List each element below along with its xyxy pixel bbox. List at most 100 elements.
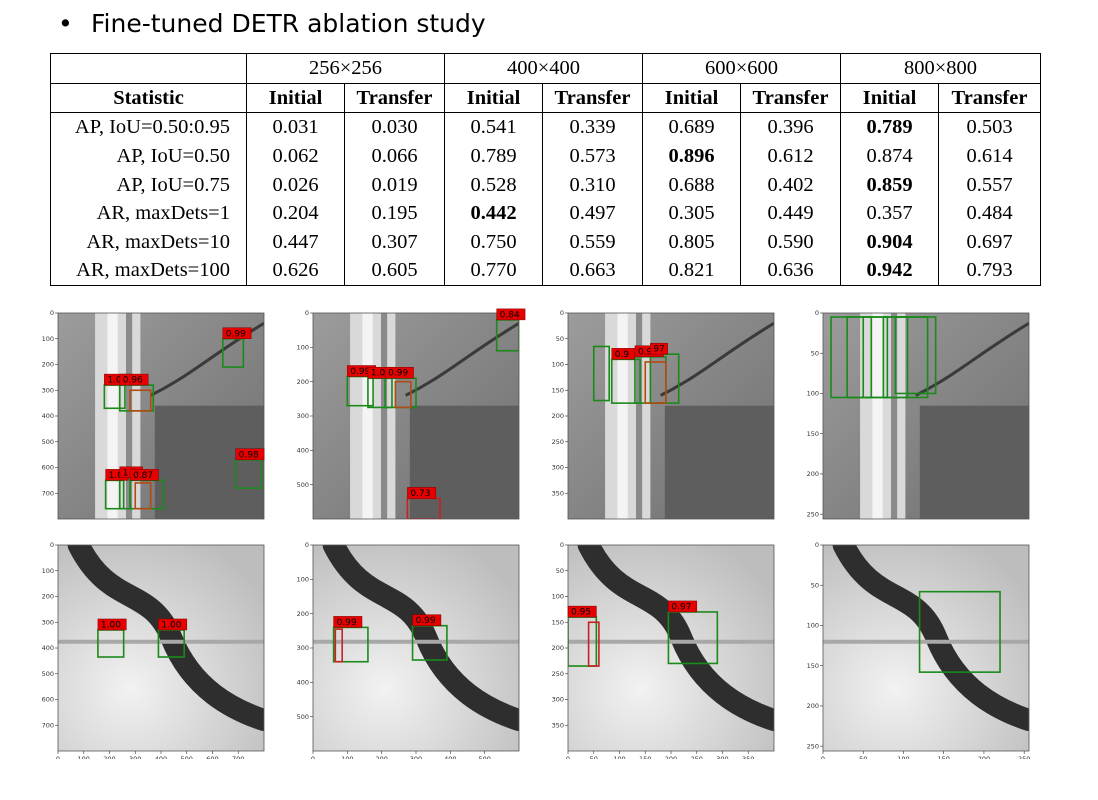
score-label: 0.99	[350, 367, 370, 377]
table-row: AP, IoU=0.50 0.062 0.066 0.789 0.573 0.896 0.6…	[50, 141, 1041, 171]
statistic-label: AP, IoU=0.50:0.95	[50, 112, 247, 142]
y-tick-label: 0	[815, 309, 819, 317]
x-tick-label: 200	[375, 755, 387, 759]
channel-line	[405, 322, 519, 397]
y-tick-label: 100	[297, 344, 309, 352]
x-tick-label: 200	[103, 755, 115, 759]
field-block	[919, 405, 1029, 519]
statistic-label: AP, IoU=0.50	[50, 141, 247, 171]
score-label-bg	[97, 618, 127, 631]
score-label: 1.00	[161, 620, 181, 630]
score-label-bg	[407, 487, 437, 499]
y-tick-label: 350	[552, 721, 564, 729]
table-body: AP, IoU=0.50:0.95 0.031 0.030 0.541 0.339 0.6…	[50, 112, 1041, 286]
column-header: Transfer	[938, 83, 1041, 114]
y-tick-label: 200	[552, 644, 564, 652]
metric-cell: 0.066	[344, 141, 445, 171]
y-tick-label: 400	[42, 644, 54, 652]
axes-frame	[822, 544, 1030, 752]
x-tick-label: 50	[859, 755, 867, 759]
y-tick-label: 100	[42, 567, 54, 575]
y-tick-label: 150	[807, 430, 819, 438]
metric-cell: 0.484	[938, 198, 1041, 228]
image-area	[568, 313, 774, 519]
score-label: 0.99	[388, 369, 408, 379]
metric-cell: 0.750	[444, 227, 543, 257]
detection-figure: 0 50 100 150 200 250	[807, 309, 1030, 520]
x-tick-label: 700	[232, 755, 244, 759]
x-tick-label: 200	[665, 755, 677, 759]
y-tick-label: 0	[305, 309, 309, 317]
detection-figure: 0.84 0.99 1.000.99 0.73 0 100 200 300 400 500	[297, 308, 526, 520]
y-tick-label: 400	[297, 447, 309, 455]
axes-frame	[822, 312, 1030, 520]
x-tick-label: 600	[206, 755, 218, 759]
road-band	[568, 639, 774, 644]
score-label-bg	[567, 605, 597, 618]
metric-cell: 0.789	[840, 112, 939, 142]
road-stripe	[380, 313, 388, 519]
image-area	[823, 313, 1029, 519]
metric-cell: 0.590	[740, 227, 841, 257]
score-label: 1.00	[107, 376, 127, 386]
x-tick-label: 400	[155, 755, 167, 759]
score-label-bg	[384, 366, 414, 379]
metric-cell: 0.614	[938, 141, 1041, 171]
river-channel	[577, 545, 774, 732]
y-tick-label: 100	[807, 390, 819, 398]
river-channel	[832, 545, 1029, 732]
score-label-bg	[158, 618, 188, 631]
detection-box	[334, 628, 343, 663]
y-tick-label: 100	[42, 335, 54, 343]
detection-box	[918, 590, 1001, 673]
y-tick-label: 150	[552, 618, 564, 626]
score-label: 0.98	[239, 450, 259, 460]
ablation-table: 256×256 400×400 600×600 800×800 Statisti…	[50, 53, 1041, 286]
y-tick-label: 0	[50, 541, 54, 549]
metric-cell: 0.789	[444, 141, 543, 171]
y-tick-label: 150	[807, 662, 819, 670]
y-tick-label: 0	[305, 541, 309, 549]
metric-cell: 0.688	[642, 170, 741, 199]
y-tick-label: 200	[297, 378, 309, 386]
metric-cell: 0.821	[642, 256, 741, 286]
x-tick-label: 500	[181, 755, 193, 759]
metric-cell: 0.402	[740, 170, 841, 199]
metric-cell: 0.305	[642, 198, 741, 228]
y-tick-label: 0	[560, 541, 564, 549]
y-tick-label: 200	[807, 702, 819, 710]
metric-cell: 0.697	[938, 227, 1041, 257]
field-block	[409, 405, 519, 519]
y-tick-label: 300	[42, 618, 54, 626]
x-tick-label: 50	[590, 755, 598, 759]
metric-cell: 0.612	[740, 141, 841, 171]
image-area	[313, 313, 519, 519]
metric-cell: 0.019	[344, 170, 445, 199]
metric-cell: 0.942	[840, 256, 939, 286]
metric-cell: 0.447	[246, 227, 345, 257]
resolution-header: 600×600	[642, 53, 841, 84]
y-tick-label: 300	[297, 644, 309, 652]
column-header-row: Statistic Initial Transfer Initial Trans…	[50, 83, 1041, 114]
road-stripe	[890, 313, 898, 519]
y-tick-label: 500	[42, 438, 54, 446]
y-tick-label: 500	[42, 670, 54, 678]
score-label: 0.84	[500, 310, 520, 320]
score-label-bg	[222, 327, 252, 339]
statistic-label: AP, IoU=0.75	[50, 170, 247, 199]
road-stripe	[362, 313, 373, 519]
score-label: 1.00	[101, 620, 121, 630]
metric-cell: 0.541	[444, 112, 543, 142]
x-tick-label: 0	[566, 755, 570, 759]
y-tick-label: 50	[811, 349, 819, 357]
metric-cell: 0.859	[840, 170, 939, 199]
metric-cell: 0.031	[246, 112, 345, 142]
score-label-bg	[129, 469, 159, 481]
detection-box	[644, 361, 667, 404]
detection-box	[394, 380, 412, 409]
y-tick-label: 500	[297, 481, 309, 489]
x-tick-label: 200	[978, 755, 990, 759]
detection-panel-top-800: 0 50 100 150 200 250	[807, 305, 1043, 527]
road-stripe	[635, 313, 643, 519]
image-area	[823, 545, 1029, 751]
